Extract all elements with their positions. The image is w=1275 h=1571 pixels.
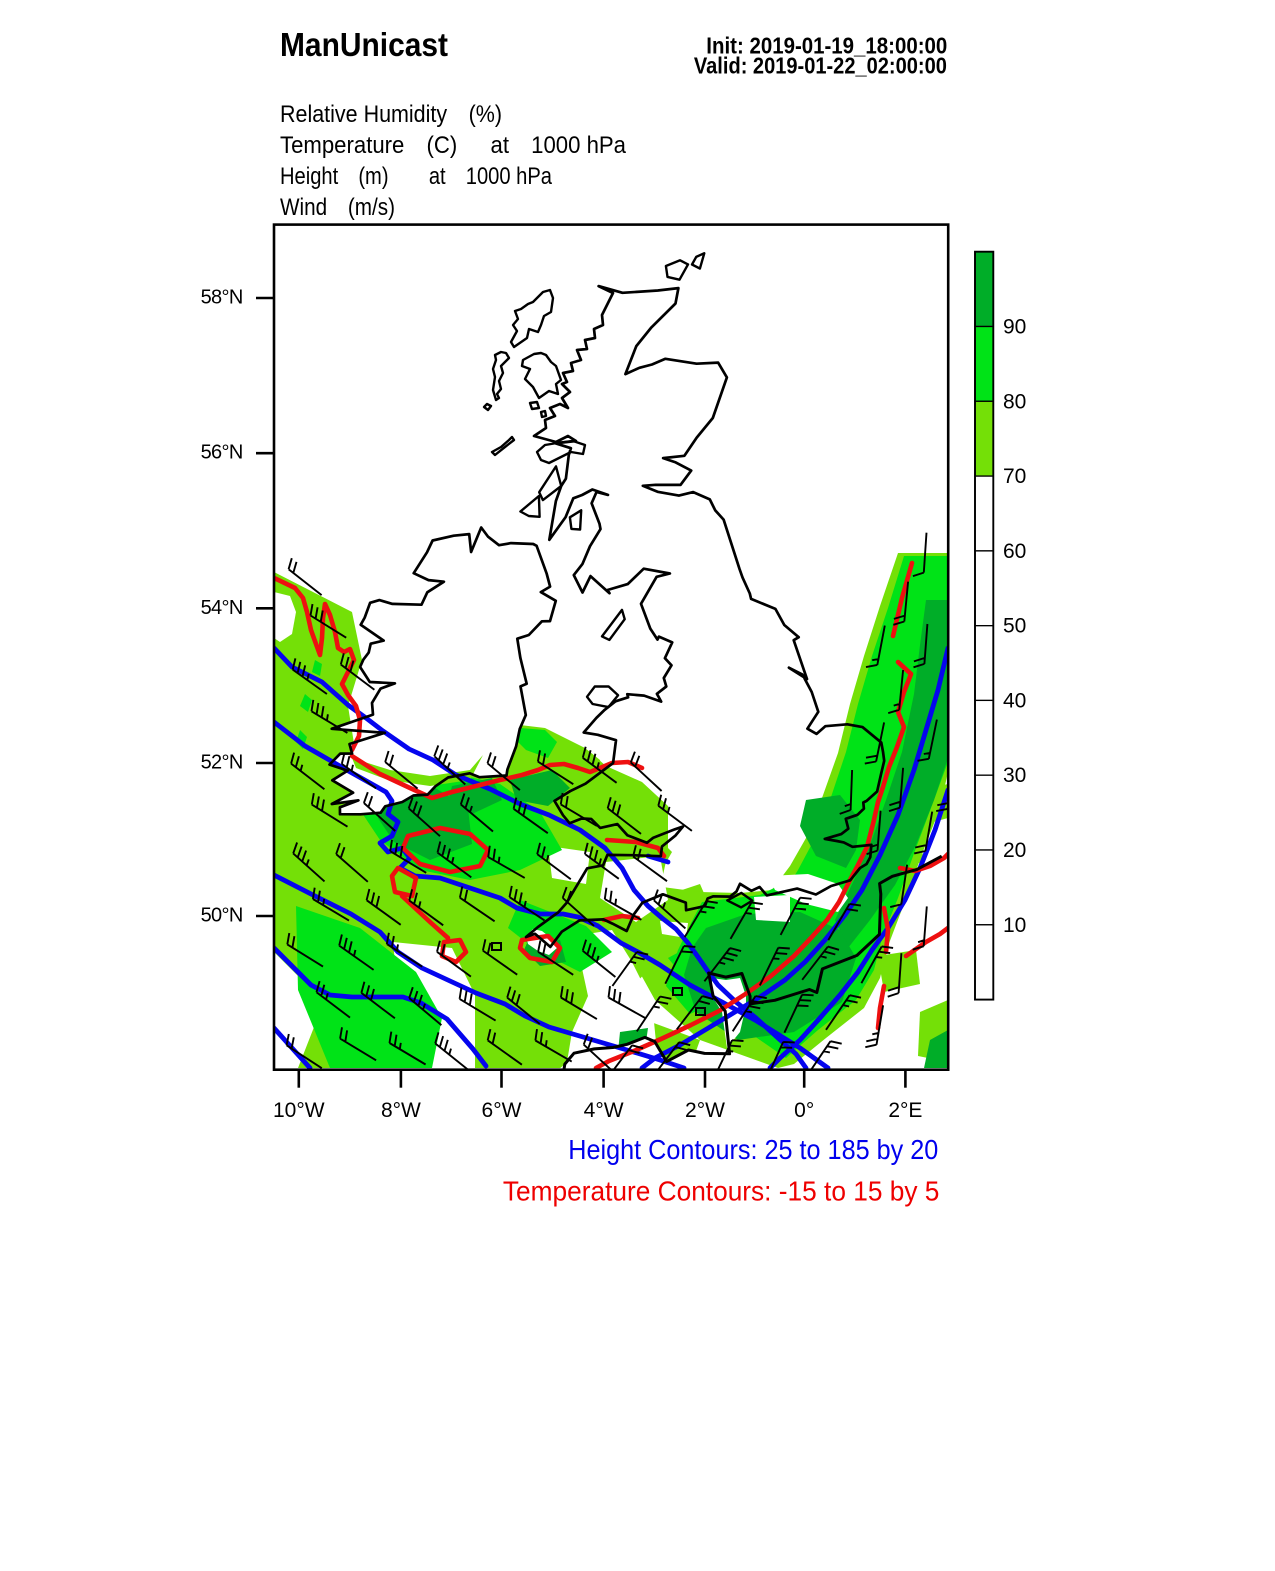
svg-text:ManUnicast: ManUnicast [280,26,448,63]
svg-text:Init: 2019-01-19_18:00:00: Init: 2019-01-19_18:00:00 [706,33,947,59]
svg-text:40: 40 [1003,689,1026,712]
svg-text:Relative Humidity (%): Relative Humidity (%) [280,101,502,128]
svg-text:Height Contours: 25 to 185 by: Height Contours: 25 to 185 by 20 [568,1134,938,1165]
svg-text:52°N: 52°N [201,752,244,774]
svg-text:90: 90 [1003,316,1026,339]
svg-text:4°W: 4°W [584,1099,624,1122]
svg-text:50: 50 [1003,615,1026,638]
svg-text:70: 70 [1003,465,1026,488]
svg-text:Height (m) at 1000 hPa: Height (m) at 1000 hPa [280,163,553,190]
svg-text:2°E: 2°E [888,1099,922,1122]
svg-text:8°W: 8°W [381,1099,421,1122]
svg-text:0°: 0° [794,1099,814,1122]
svg-text:50°N: 50°N [201,905,244,927]
svg-text:30: 30 [1003,764,1026,787]
svg-text:6°W: 6°W [482,1099,522,1122]
svg-text:58°N: 58°N [201,287,244,309]
svg-text:54°N: 54°N [201,597,244,619]
svg-text:10: 10 [1003,914,1026,937]
svg-text:10°W: 10°W [273,1099,325,1122]
svg-text:Valid: 2019-01-22_02:00:00: Valid: 2019-01-22_02:00:00 [694,53,947,79]
svg-text:Wind (m/s): Wind (m/s) [280,194,395,221]
svg-text:80: 80 [1003,390,1026,413]
svg-text:Temperature (C) at 1000 hP: Temperature (C) at 1000 hPa [280,132,627,159]
svg-text:20: 20 [1003,839,1026,862]
svg-text:60: 60 [1003,540,1026,563]
svg-text:Temperature Contours: -15 to 1: Temperature Contours: -15 to 15 by 5 [503,1175,940,1206]
svg-text:56°N: 56°N [201,442,244,464]
svg-text:2°W: 2°W [685,1099,725,1122]
